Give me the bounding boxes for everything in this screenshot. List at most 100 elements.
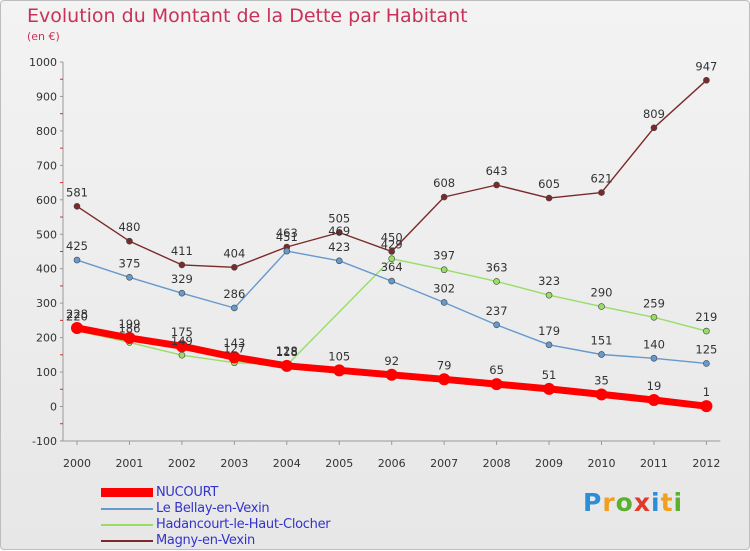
legend-label: Hadancourt-le-Haut-Clocher <box>156 517 331 532</box>
y-tick-label: 700 <box>36 159 57 172</box>
data-label: 286 <box>223 287 245 301</box>
data-label: 397 <box>433 249 455 263</box>
data-label: 127 <box>223 342 245 356</box>
data-label: 79 <box>437 358 452 372</box>
data-label: 237 <box>486 304 508 318</box>
data-label: 809 <box>643 107 665 121</box>
y-tick-label: 800 <box>36 125 57 138</box>
x-tick-label: 2000 <box>63 457 91 470</box>
data-point <box>440 299 448 306</box>
logo-letter: i <box>673 488 684 517</box>
data-label: 19 <box>647 379 662 393</box>
data-point <box>175 340 188 353</box>
data-point <box>493 181 500 189</box>
chart-title: Evolution du Montant de la Dette par Hab… <box>27 5 468 27</box>
data-point <box>598 189 605 196</box>
data-point <box>650 124 658 132</box>
data-label: 35 <box>594 373 609 387</box>
x-tick-label: 2008 <box>483 457 511 470</box>
data-label: 290 <box>591 286 613 300</box>
data-label: 228 <box>66 307 88 321</box>
legend-item: Magny-en-Vexin <box>101 533 421 549</box>
data-label: 175 <box>171 325 193 339</box>
y-tick-label: 500 <box>36 228 57 241</box>
data-point <box>335 229 343 236</box>
data-label: 92 <box>384 354 399 368</box>
data-label: 425 <box>66 239 88 253</box>
data-label: 329 <box>171 272 193 286</box>
data-label: 451 <box>276 230 298 244</box>
data-point <box>178 289 186 297</box>
y-tick-label: 300 <box>36 297 57 310</box>
series-line <box>76 258 708 366</box>
data-label: 143 <box>223 336 245 350</box>
data-point <box>595 388 608 401</box>
y-tick-label: 200 <box>36 332 57 345</box>
data-point <box>388 248 396 255</box>
data-point <box>647 393 660 406</box>
legend-item: Hadancourt-le-Haut-Clocher <box>101 517 421 533</box>
data-point <box>700 400 713 413</box>
data-point <box>228 351 241 364</box>
data-point <box>598 303 605 310</box>
proxiti-logo: Proxiti <box>583 488 683 517</box>
data-label: 140 <box>643 337 665 351</box>
data-point <box>545 194 553 202</box>
y-tick-label: 900 <box>36 90 57 103</box>
data-label: 128 <box>276 344 298 358</box>
data-label: 1 <box>703 385 710 399</box>
data-point <box>280 359 293 372</box>
data-point <box>126 237 133 245</box>
data-point <box>650 313 658 321</box>
data-label: 411 <box>171 244 193 258</box>
data-label: 323 <box>538 274 560 288</box>
x-tick-label: 2005 <box>325 457 353 470</box>
y-tick-label: 100 <box>36 366 57 379</box>
data-label: 469 <box>328 224 350 238</box>
data-point <box>493 321 500 329</box>
data-label: 51 <box>542 368 557 382</box>
data-point <box>703 76 710 84</box>
data-label: 179 <box>538 324 560 338</box>
data-label: 423 <box>328 240 350 254</box>
y-tick-label: 600 <box>36 194 57 207</box>
legend-item: Le Bellay-en-Vexin <box>101 501 421 517</box>
data-label: 450 <box>381 230 403 244</box>
data-point <box>231 304 238 312</box>
logo-letter: t <box>660 488 674 517</box>
y-tick-label: 1000 <box>29 56 57 69</box>
data-label: 186 <box>118 321 140 335</box>
data-point <box>178 261 186 269</box>
x-tick-label: 2010 <box>588 457 616 470</box>
data-label: 65 <box>489 363 504 377</box>
data-label: 404 <box>223 246 245 260</box>
logo-letter: x <box>633 488 651 517</box>
data-label: 429 <box>381 238 403 252</box>
data-label: 581 <box>66 185 88 199</box>
data-point <box>73 203 81 210</box>
y-tick-label: 0 <box>50 401 57 414</box>
data-label: 621 <box>591 172 613 186</box>
data-label: 947 <box>695 59 717 73</box>
data-point <box>545 291 553 299</box>
data-label: 364 <box>381 260 403 274</box>
data-label: 480 <box>118 220 140 234</box>
data-point <box>283 247 291 255</box>
chart-subtitle: (en €) <box>27 30 60 43</box>
x-tick-label: 2004 <box>273 457 301 470</box>
data-point <box>650 354 658 362</box>
data-point <box>333 364 346 377</box>
data-label: 643 <box>486 164 508 178</box>
data-point <box>71 321 83 334</box>
data-point <box>493 278 500 285</box>
data-label: 505 <box>328 212 350 226</box>
data-label: 151 <box>591 333 613 347</box>
logo-letter: i <box>651 488 661 517</box>
legend-item: NUCOURT <box>101 485 421 501</box>
data-point <box>703 360 710 367</box>
logo-letter: r <box>602 488 616 517</box>
data-point <box>388 255 396 263</box>
x-tick-label: 2009 <box>535 457 563 470</box>
data-point <box>126 274 133 281</box>
